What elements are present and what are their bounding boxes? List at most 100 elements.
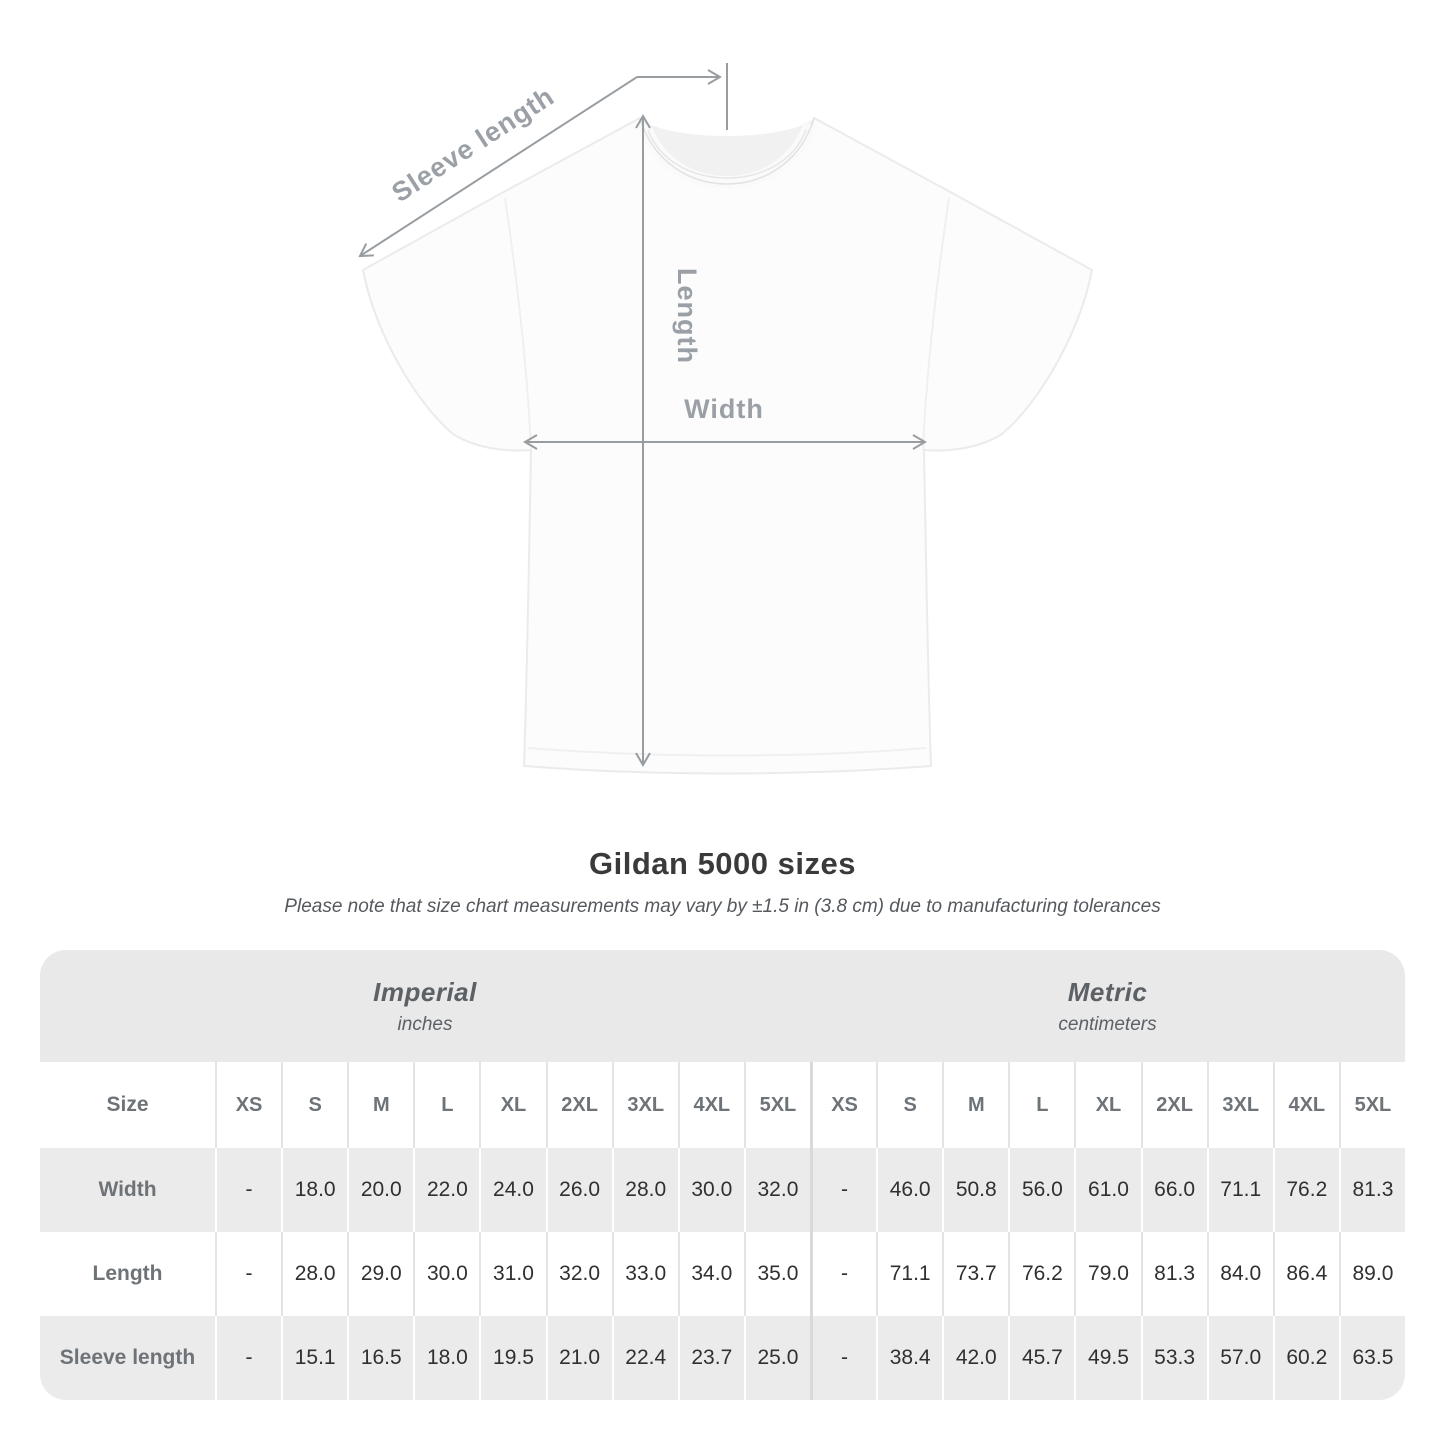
page-subtitle: Please note that size chart measurements… (284, 896, 1161, 917)
value-metric-5xl: 63.5 (1338, 1316, 1405, 1400)
size-header-metric-4xl: 4XL (1272, 1062, 1339, 1148)
unit-header-imperial: Imperial inches (40, 950, 810, 1062)
tshirt-silhouette (362, 117, 1093, 775)
tshirt-measurement-diagram: Sleeve length Length Width (358, 63, 1093, 775)
size-header-label: Size (40, 1062, 215, 1148)
value-imperial-l: 18.0 (413, 1316, 480, 1400)
value-imperial-l: 22.0 (413, 1148, 480, 1232)
value-imperial-xs: - (215, 1316, 282, 1400)
value-imperial-2xl: 32.0 (545, 1232, 612, 1316)
size-header-metric-xs: XS (810, 1062, 877, 1148)
value-imperial-3xl: 33.0 (611, 1232, 678, 1316)
size-header-imperial-5xl: 5XL (743, 1062, 810, 1148)
value-metric-xl: 61.0 (1074, 1148, 1141, 1232)
title-block: Gildan 5000 sizes Please note that size … (0, 846, 1445, 918)
width-label: Width (684, 394, 764, 424)
metric-label: Metric (1067, 976, 1148, 1007)
value-metric-xl: 79.0 (1074, 1232, 1141, 1316)
size-header-imperial-4xl: 4XL (677, 1062, 744, 1148)
measurement-arrows (358, 63, 927, 767)
size-header-imperial-s: S (281, 1062, 348, 1148)
value-imperial-5xl: 32.0 (743, 1148, 810, 1232)
value-metric-xs: - (810, 1232, 877, 1316)
value-metric-m: 50.8 (942, 1148, 1009, 1232)
collar-band-inner-line (647, 129, 807, 179)
size-header-metric-s: S (876, 1062, 943, 1148)
collar-band-outer-line (639, 117, 815, 185)
value-metric-3xl: 57.0 (1206, 1316, 1273, 1400)
value-imperial-2xl: 21.0 (545, 1316, 612, 1400)
unit-header-band: Imperial inches Metric centimeters (40, 950, 1405, 1062)
value-metric-s: 71.1 (876, 1232, 943, 1316)
length-label: Length (672, 268, 702, 364)
unit-header-metric: Metric centimeters (810, 950, 1405, 1062)
value-imperial-xl: 24.0 (479, 1148, 546, 1232)
value-metric-l: 56.0 (1008, 1148, 1075, 1232)
size-header-metric-5xl: 5XL (1338, 1062, 1405, 1148)
value-metric-3xl: 84.0 (1206, 1232, 1273, 1316)
value-metric-xs: - (810, 1148, 877, 1232)
size-header-metric-m: M (942, 1062, 1009, 1148)
size-header-imperial-xs: XS (215, 1062, 282, 1148)
collar-band (637, 121, 817, 189)
value-imperial-5xl: 35.0 (743, 1232, 810, 1316)
value-imperial-xl: 19.5 (479, 1316, 546, 1400)
value-metric-xs: - (810, 1316, 877, 1400)
value-imperial-3xl: 28.0 (611, 1148, 678, 1232)
value-metric-m: 73.7 (942, 1232, 1009, 1316)
value-imperial-l: 30.0 (413, 1232, 480, 1316)
value-metric-4xl: 76.2 (1272, 1148, 1339, 1232)
size-header-imperial-m: M (347, 1062, 414, 1148)
size-header-metric-xl: XL (1074, 1062, 1141, 1148)
size-header-metric-3xl: 3XL (1206, 1062, 1273, 1148)
value-metric-5xl: 81.3 (1338, 1148, 1405, 1232)
size-header-metric-2xl: 2XL (1140, 1062, 1207, 1148)
size-header-imperial-3xl: 3XL (611, 1062, 678, 1148)
value-imperial-m: 29.0 (347, 1232, 414, 1316)
value-metric-l: 45.7 (1008, 1316, 1075, 1400)
imperial-sublabel: inches (397, 1013, 453, 1035)
value-imperial-4xl: 30.0 (677, 1148, 744, 1232)
tshirt-shape (362, 117, 1093, 775)
imperial-label: Imperial (373, 976, 477, 1007)
value-metric-s: 46.0 (876, 1148, 943, 1232)
value-imperial-s: 28.0 (281, 1232, 348, 1316)
value-metric-2xl: 53.3 (1140, 1316, 1207, 1400)
hem-stitch (527, 747, 927, 757)
size-table: Imperial inches Metric centimeters Size X… (40, 950, 1405, 1400)
right-sleeve-seam (922, 197, 950, 451)
value-imperial-3xl: 22.4 (611, 1316, 678, 1400)
size-header-imperial-l: L (413, 1062, 480, 1148)
value-imperial-2xl: 26.0 (545, 1148, 612, 1232)
value-metric-5xl: 89.0 (1338, 1232, 1405, 1316)
sleeve-length-arrow (358, 63, 728, 258)
value-metric-2xl: 81.3 (1140, 1232, 1207, 1316)
value-imperial-xs: - (215, 1148, 282, 1232)
value-imperial-m: 20.0 (347, 1148, 414, 1232)
value-metric-m: 42.0 (942, 1316, 1009, 1400)
value-metric-4xl: 86.4 (1272, 1232, 1339, 1316)
value-metric-xl: 49.5 (1074, 1316, 1141, 1400)
value-metric-4xl: 60.2 (1272, 1316, 1339, 1400)
value-imperial-xl: 31.0 (479, 1232, 546, 1316)
left-sleeve-seam (504, 197, 532, 451)
value-imperial-xs: - (215, 1232, 282, 1316)
size-table-grid: Size XS S M L XL 2XL 3XL 4XL 5XL XS S M L XL 2XL 3XL 4XL 5… (40, 1062, 1405, 1400)
size-header-metric-l: L (1008, 1062, 1075, 1148)
value-imperial-s: 18.0 (281, 1148, 348, 1232)
size-header-imperial-xl: XL (479, 1062, 546, 1148)
row-label-length: Length (40, 1232, 215, 1316)
value-metric-l: 76.2 (1008, 1232, 1075, 1316)
value-imperial-5xl: 25.0 (743, 1316, 810, 1400)
value-metric-3xl: 71.1 (1206, 1148, 1273, 1232)
value-imperial-s: 15.1 (281, 1316, 348, 1400)
value-metric-2xl: 66.0 (1140, 1148, 1207, 1232)
value-imperial-4xl: 23.7 (677, 1316, 744, 1400)
value-imperial-4xl: 34.0 (677, 1232, 744, 1316)
value-imperial-m: 16.5 (347, 1316, 414, 1400)
row-label-sleeve-length: Sleeve length (40, 1316, 215, 1400)
value-metric-s: 38.4 (876, 1316, 943, 1400)
row-label-width: Width (40, 1148, 215, 1232)
size-header-imperial-2xl: 2XL (545, 1062, 612, 1148)
